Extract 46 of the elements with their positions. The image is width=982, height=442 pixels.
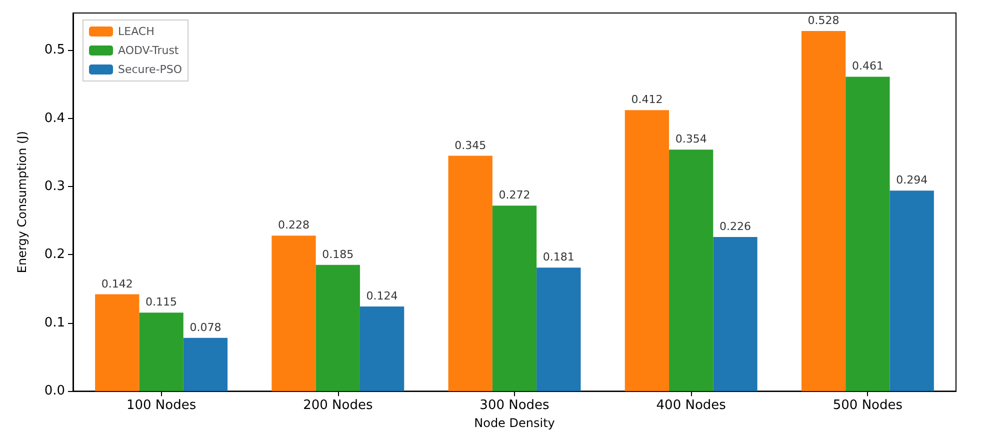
data-label: 0.412 [631,93,663,106]
bar [890,190,934,392]
y-tick-label: 0.0 [44,384,65,399]
legend-label: LEACH [118,25,154,38]
data-label: 0.461 [852,60,884,73]
bar [316,264,360,392]
y-tick-label: 0.4 [44,110,65,126]
x-tick-label: 400 Nodes [656,398,726,414]
bar [624,110,670,392]
y-tick-label: 0.1 [44,315,65,330]
bar [183,338,228,392]
x-tick-label: 300 Nodes [480,398,550,414]
bar [846,76,890,392]
data-label: 0.294 [896,174,928,187]
data-label: 0.124 [366,290,398,303]
x-tick-label: 500 Nodes [832,398,903,414]
bar [492,206,537,392]
y-tick-label: 0.2 [44,247,65,262]
bar [448,156,492,392]
legend-label: AODV-Trust [118,44,180,57]
data-label: 0.185 [322,248,354,261]
data-label: 0.226 [720,220,751,233]
bar [713,236,758,392]
data-label: 0.115 [146,296,178,309]
y-tick-label: 0.3 [44,179,65,194]
data-label: 0.078 [190,320,222,334]
x-axis-title: Node Density [474,416,555,430]
bar [669,150,714,392]
bar [360,306,404,392]
data-label: 0.528 [808,14,840,28]
y-tick-label: 0.5 [44,42,65,58]
data-label: 0.345 [454,138,486,152]
bar [272,236,316,392]
data-label: 0.181 [542,250,574,264]
bar [139,312,184,392]
data-label: 0.354 [675,132,707,146]
bar [801,31,846,392]
x-tick-label: 200 Nodes [303,398,373,414]
data-label: 0.142 [101,277,133,290]
data-label: 0.272 [498,188,530,202]
x-tick-label: 100 Nodes [126,398,196,414]
bar [95,294,140,392]
y-axis-title: Energy Consumption (J) [15,131,29,274]
legend-label: Secure-PSO [118,63,182,76]
data-label: 0.228 [278,218,310,232]
bar [536,268,581,392]
